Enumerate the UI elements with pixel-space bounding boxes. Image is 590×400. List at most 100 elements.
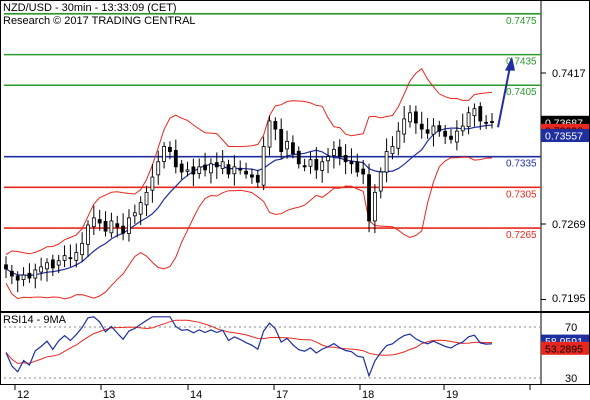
candle-body — [431, 125, 436, 135]
candle-body — [490, 121, 494, 123]
candle-body — [419, 123, 424, 130]
candle-body — [173, 150, 178, 168]
candle-body — [320, 161, 325, 171]
candle-body — [396, 130, 401, 149]
candle-body — [168, 146, 172, 152]
candle-body — [68, 257, 73, 260]
candle-body — [4, 264, 8, 270]
candle-body — [214, 162, 219, 168]
candle-body — [97, 219, 102, 224]
candle-body — [285, 140, 289, 150]
candle-body — [308, 159, 313, 167]
candle-body — [367, 174, 371, 222]
candle-body — [443, 130, 448, 137]
candle-body — [50, 259, 55, 269]
rsi-tick-label: 70 — [565, 322, 577, 334]
y-tick-label: 0.7417 — [552, 68, 586, 80]
candle-body — [162, 146, 166, 162]
candle-body — [33, 269, 38, 279]
forecast-arrow-line — [497, 66, 511, 128]
candle-body — [291, 142, 295, 155]
upper-band-line — [5, 67, 493, 256]
candle-body — [267, 120, 272, 148]
candle-body — [21, 274, 26, 280]
chart-subtitle: Research © 2017 TRADING CENTRAL — [3, 15, 196, 27]
chart-title: NZD/USD - 30min - 13:33:09 (CET) — [3, 2, 177, 14]
level-label: 0.7405 — [506, 87, 537, 98]
y-tick-label: 0.7269 — [552, 219, 586, 231]
candle-body — [220, 161, 225, 169]
candle-body — [238, 168, 243, 171]
candle-body — [179, 163, 184, 173]
price-tag-label: 0.73557 — [545, 131, 583, 143]
candle-body — [244, 170, 248, 175]
forecast-arrow-head — [505, 56, 515, 71]
candle-body — [332, 149, 336, 156]
candle-body — [449, 135, 453, 140]
candle-body — [109, 220, 114, 234]
candle-body — [209, 163, 213, 174]
x-tick-label: 13 — [103, 389, 115, 400]
candles-layer — [4, 102, 494, 293]
candle-body — [408, 112, 412, 123]
rsi-panel-frame — [0, 312, 590, 385]
candle-body — [349, 161, 354, 165]
rsi-label: RSI14 - 9MA — [3, 314, 67, 326]
candle-body — [203, 164, 207, 171]
rsi-tag-label: 53.2895 — [545, 343, 583, 355]
candle-body — [74, 252, 79, 261]
candle-body — [121, 225, 126, 234]
candle-body — [372, 191, 377, 222]
price-tag-box — [541, 129, 589, 143]
candle-body — [454, 130, 459, 143]
candle-body — [127, 217, 131, 234]
candle-body — [302, 165, 307, 168]
candle-body — [261, 146, 266, 186]
candle-body — [484, 121, 489, 124]
candle-body — [9, 270, 14, 277]
candle-body — [314, 159, 319, 171]
x-tick-label: 12 — [17, 389, 29, 400]
candle-body — [361, 168, 366, 175]
candle-body — [39, 266, 44, 273]
candle-body — [355, 161, 360, 173]
rsi-tag-box — [541, 341, 589, 355]
candle-body — [279, 129, 284, 152]
candle-body — [191, 166, 196, 175]
candle-body — [384, 151, 389, 173]
candle-body — [343, 155, 348, 163]
candle-body — [144, 191, 149, 206]
candle-body — [378, 171, 383, 192]
x-tick-label: 19 — [446, 389, 458, 400]
candle-body — [273, 121, 278, 130]
level-label: 0.7305 — [506, 189, 537, 200]
candle-body — [103, 220, 108, 232]
candle-body — [425, 129, 430, 134]
candle-body — [56, 260, 61, 266]
candle-body — [337, 146, 342, 158]
candle-body — [86, 224, 90, 245]
candle-body — [150, 176, 155, 191]
candle-body — [402, 118, 407, 135]
candle-body — [15, 275, 20, 281]
candle-body — [115, 223, 120, 228]
candle-body — [45, 262, 49, 270]
candle-body — [390, 146, 395, 155]
bands-layer — [5, 56, 515, 300]
rsi-tick-label: 30 — [565, 373, 577, 385]
candle-body — [27, 272, 32, 279]
candle-body — [460, 125, 465, 132]
y-tick-label: 0.7195 — [552, 293, 586, 305]
candle-body — [296, 150, 301, 165]
x-tick-label: 17 — [276, 389, 288, 400]
candle-body — [226, 164, 231, 175]
level-label: 0.7475 — [506, 16, 537, 27]
candle-body — [197, 166, 202, 174]
candle-body — [232, 166, 237, 175]
x-tick-marks — [14, 384, 531, 390]
x-tick-label: 18 — [362, 389, 374, 400]
levels-layer: 0.7475 0.7435 0.7405 0.7335 0.7305 0.7265 — [4, 13, 541, 241]
